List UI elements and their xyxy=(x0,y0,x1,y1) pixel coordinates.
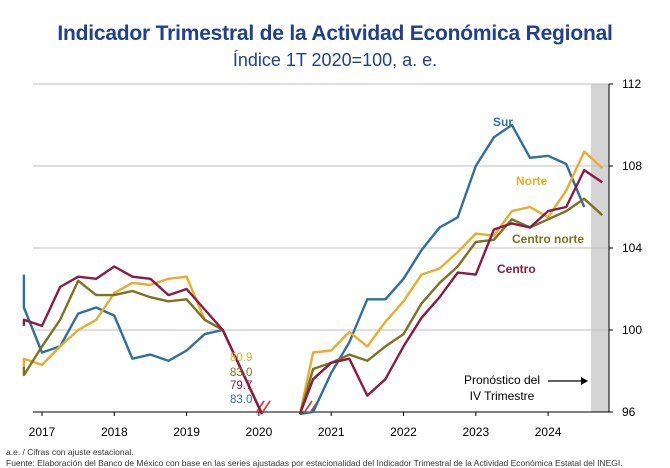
series-name-centro-norte: Centro norte xyxy=(512,232,584,246)
series-line-sur-pre xyxy=(22,274,264,415)
end-label-sur: 83.0 xyxy=(230,394,252,406)
series-line-centro-pre xyxy=(22,265,264,415)
gridlines-layer xyxy=(33,83,609,331)
x-tick-label: 2017 xyxy=(29,425,56,439)
series-name-norte: Norte xyxy=(516,174,548,188)
series-name-sur: Sur xyxy=(493,115,513,129)
series-layer xyxy=(22,123,604,416)
axes-layer: 96 100 104 108 112 2017 2018 2019 2020 2021 2022 20… xyxy=(29,77,643,439)
footnote-ae: a.e. / Cifras con ajuste estacional. xyxy=(6,447,134,457)
x-tick-label: 2021 xyxy=(318,425,345,439)
chart-subtitle: Índice 1T 2020=100, a. e. xyxy=(232,50,438,70)
x-tick-label: 2020 xyxy=(246,425,273,439)
end-label-norte: 80.9 xyxy=(230,352,252,364)
x-tick-label: 2019 xyxy=(173,425,200,439)
series-line-sur-post xyxy=(299,123,586,416)
end-label-centro: 79.7 xyxy=(230,380,252,392)
forecast-arrow-head xyxy=(581,377,588,385)
series-line-centro-norte-post xyxy=(298,197,604,415)
y-tick-label: 108 xyxy=(622,159,642,173)
forecast-note-line2: IV Trimestre xyxy=(470,389,535,403)
series-line-norte-post xyxy=(298,150,604,415)
series-line-centro-post xyxy=(298,168,603,415)
y-tick-label: 104 xyxy=(622,241,642,255)
axis-break-mark xyxy=(303,400,313,414)
x-tick-label: 2022 xyxy=(390,425,417,439)
x-tick-label: 2018 xyxy=(101,425,128,439)
end-label-centro-norte: 83.0 xyxy=(230,367,252,379)
x-tick-label: 2024 xyxy=(535,425,562,439)
y-tick-label: 96 xyxy=(622,405,636,419)
series-line-norte-pre xyxy=(22,275,264,415)
x-tick-label: 2023 xyxy=(462,425,489,439)
y-tick-label: 100 xyxy=(622,323,642,337)
series-line-centro-norte-pre xyxy=(22,279,264,415)
footnote-source: Fuente: Elaboración del Banco de México … xyxy=(6,458,623,468)
forecast-note-line1: Pronóstico del xyxy=(464,373,540,387)
chart-title: Indicador Trimestral de la Actividad Eco… xyxy=(57,22,613,45)
y-tick-label: 112 xyxy=(622,77,641,91)
axis-break-mark xyxy=(261,400,271,414)
series-name-centro: Centro xyxy=(497,262,536,276)
